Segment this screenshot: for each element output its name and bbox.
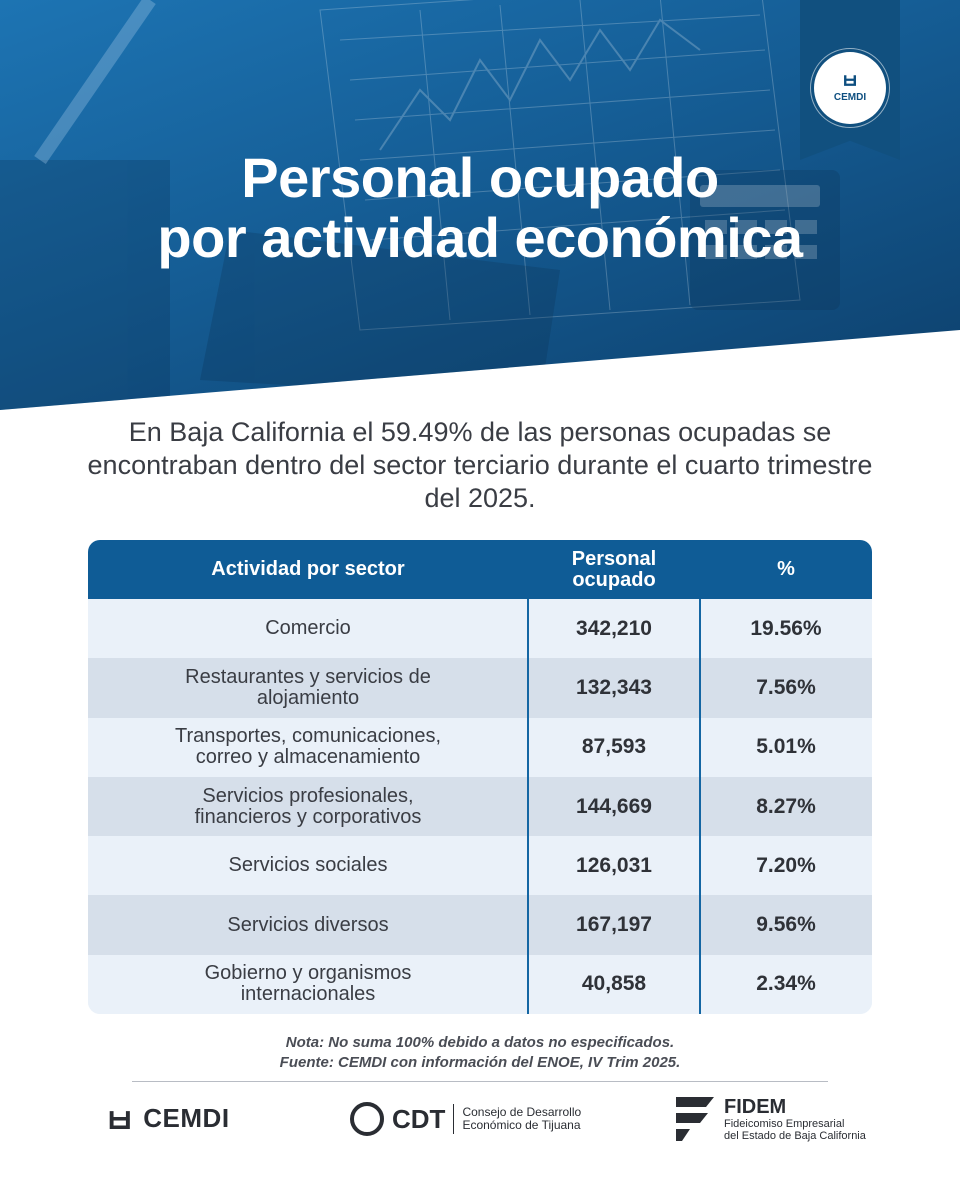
table-row: Servicios profesionales, financieros y c… [88, 776, 872, 837]
table-row: Comercio 342,210 19.56% [88, 599, 872, 659]
fidem-subtitle-line-1: Fideicomiso Empresarial [724, 1118, 845, 1130]
column-divider [527, 599, 529, 1014]
cell-percent: 5.01% [756, 735, 816, 759]
cell-sector-text: Gobierno y organismos internacionales [204, 962, 412, 1006]
page-title-line-1: Personal ocupado [241, 146, 719, 209]
intro-text: En Baja California el 59.49% de las pers… [87, 417, 873, 513]
cdt-logo-separator [453, 1104, 455, 1134]
source-note: Fuente: CEMDI con información del ENOE, … [279, 1054, 681, 1071]
header-sector: Actividad por sector [211, 558, 405, 580]
cell-percent: 7.56% [756, 675, 816, 699]
header-personal-label: Personal ocupado [571, 547, 657, 591]
cemdi-logo-name: CEMDI [143, 1102, 230, 1133]
table-row: Transportes, comunicaciones, correo y al… [88, 717, 872, 777]
cell-personal: 144,669 [576, 794, 652, 818]
cell-sector: Restaurantes y servicios de alojamiento [88, 658, 528, 717]
table-header: Actividad por sector Personal ocupado % [88, 540, 872, 599]
cell-percent: 9.56% [756, 913, 816, 937]
cell-personal: 342,210 [576, 616, 652, 640]
footer-divider [132, 1081, 828, 1082]
cell-sector: Transportes, comunicaciones, correo y al… [88, 718, 528, 777]
header-personal: Personal ocupado [528, 540, 700, 599]
hero-background-photo [0, 0, 840, 410]
cell-sector: Servicios profesionales, financieros y c… [88, 777, 528, 836]
cell-sector-text: Restaurantes y servicios de alojamiento [185, 665, 431, 709]
cdt-circle-icon [350, 1102, 384, 1136]
fidem-subtitle-line-2: del Estado de Baja California [724, 1130, 866, 1142]
page-title-line-2: por actividad económica [157, 206, 803, 269]
cell-sector: Gobierno y organismos internacionales [88, 955, 528, 1014]
cemdi-seal-mark: ㅂ [840, 71, 860, 93]
table-row: Servicios sociales 126,031 7.20% [88, 836, 872, 896]
cdt-subtitle-line-2: Económico de Tijuana [462, 1118, 581, 1132]
fidem-logo-name: FIDEM [724, 1096, 787, 1118]
table-row: Gobierno y organismos internacionales 40… [88, 954, 872, 1014]
cell-percent: 19.56% [750, 616, 822, 640]
cell-percent: 2.34% [756, 972, 816, 996]
cell-personal: 132,343 [576, 675, 652, 699]
cell-personal: 167,197 [576, 913, 652, 937]
cell-personal: 40,858 [581, 972, 647, 996]
fidem-logo-text: FIDEM Fideicomiso Empresarial del Estado… [724, 1096, 866, 1142]
cemdi-logo: ㅂ CEMDI [104, 1098, 230, 1141]
table-row: Restaurantes y servicios de alojamiento … [88, 658, 872, 718]
header-percent: % [777, 558, 795, 580]
cdt-subtitle-line-1: Consejo de Desarrollo [462, 1105, 582, 1119]
table-body: Comercio 342,210 19.56% Restaurantes y s… [88, 599, 872, 1014]
cemdi-seal-logo: ㅂ CEMDI [814, 52, 886, 124]
cell-sector: Comercio [265, 617, 351, 640]
fidem-logo: FIDEM Fideicomiso Empresarial del Estado… [672, 1094, 866, 1144]
cell-percent: 8.27% [756, 794, 816, 818]
cdt-logo-name: CDT [392, 1103, 446, 1134]
table-row: Servicios diversos 167,197 9.56% [88, 895, 872, 955]
cdt-logo: CDT Consejo de Desarrollo Económico de T… [350, 1098, 581, 1140]
fidem-f-icon [676, 1097, 714, 1141]
cemdi-seal-ring [810, 48, 890, 128]
cemdi-logo-mark: ㅂ [104, 1102, 136, 1141]
cell-personal: 126,031 [576, 853, 652, 877]
cdt-logo-subtitle: Consejo de Desarrollo Económico de Tijua… [462, 1106, 581, 1132]
column-divider [699, 599, 701, 1014]
employment-table: Actividad por sector Personal ocupado % … [88, 540, 872, 1014]
cell-sector-text: Servicios profesionales, financieros y c… [194, 784, 422, 828]
cell-personal: 87,593 [581, 735, 647, 759]
cell-percent: 7.20% [756, 853, 816, 877]
cell-sector-text: Transportes, comunicaciones, correo y al… [174, 725, 442, 769]
cemdi-seal-word: CEMDI [833, 92, 867, 103]
cell-sector: Servicios sociales [228, 854, 388, 877]
footnote: Nota: No suma 100% debido a datos no esp… [285, 1034, 675, 1051]
cell-sector: Servicios diversos [227, 913, 389, 936]
